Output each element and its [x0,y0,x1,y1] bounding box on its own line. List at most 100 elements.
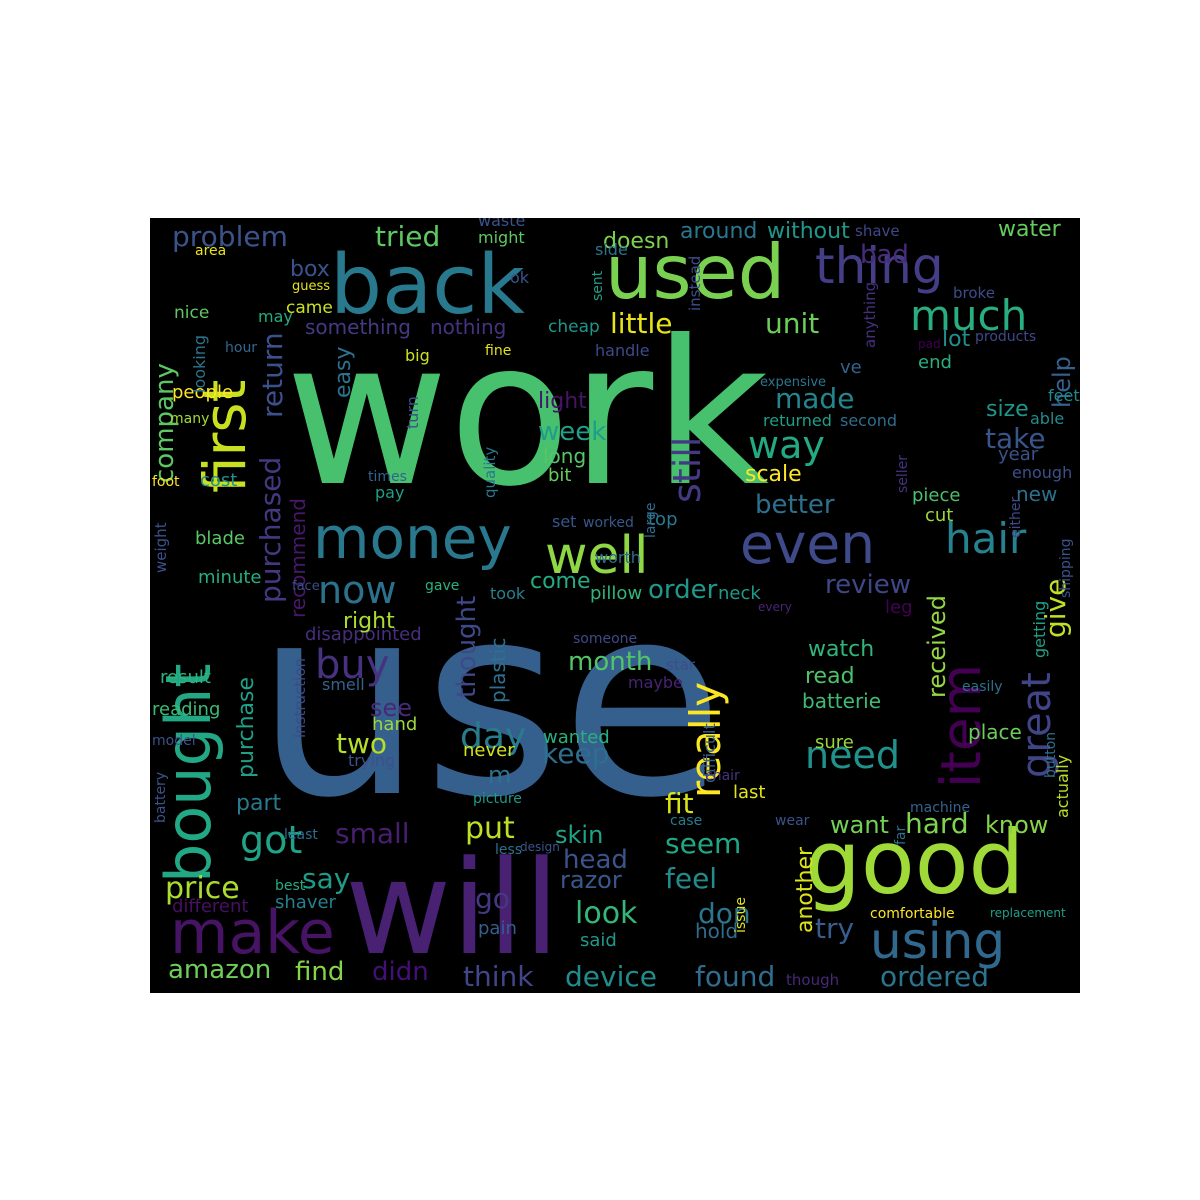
word-received: received [923,595,951,698]
word-really: really [681,682,730,798]
word-even: even [740,512,875,576]
word-cheap: cheap [548,317,600,337]
word-m: m [488,761,511,789]
word-using: using [870,912,1005,970]
word-trying: trying [348,751,395,770]
word-water: water [998,218,1062,242]
word-company: company [150,363,180,483]
word-problem: problem [172,220,288,253]
word-bought: bought [152,663,225,883]
word-cut: cut [925,505,953,526]
word-give: give [1039,579,1072,638]
word-put: put [465,811,515,846]
word-gave: gave [425,578,459,594]
word-every: every [758,600,792,614]
word-sent: sent [590,270,606,301]
word-device: device [565,960,657,993]
word-pad: pad [918,337,941,351]
word-quality: quality [481,447,499,498]
word-least: least [284,827,318,843]
word-purchased: purchased [254,457,287,603]
word-scale: scale [745,462,802,487]
word-easily: easily [962,679,1003,695]
word-easy: easy [331,347,356,399]
word-face: face [292,579,320,594]
word-skin: skin [555,821,603,849]
word-best: best [275,878,306,894]
word-work: work [285,298,769,531]
word-price: price [165,871,240,906]
word-will: will [345,832,560,984]
word-something: something [305,315,411,339]
word-good: good [805,811,1024,914]
word-looking: looking [190,335,209,393]
word-less: less [495,842,522,858]
word-bit: bit [548,465,571,486]
word-month: month [568,647,652,677]
word-seem: seem [665,827,741,860]
word-though: though [786,971,839,989]
word-found: found [695,960,775,993]
word-used: used [605,228,785,316]
word-leg: leg [885,597,913,618]
word-fine: fine [485,343,511,359]
word-review: review [825,570,911,600]
word-need: need [805,733,900,777]
word-hour: hour [225,340,257,356]
word-cost: cost [200,470,237,491]
word-place: place [968,720,1022,744]
word-item: item [929,664,993,788]
word-lot: lot [942,327,971,352]
word-actually: actually [1053,755,1072,818]
word-worked: worked [583,515,634,531]
word-hair: hair [945,514,1027,563]
word-right: right [343,609,395,634]
word-amazon: amazon [168,955,271,985]
word-replacement: replacement [990,906,1066,920]
word-pillow: pillow [590,583,642,604]
word-instead: instead [686,256,704,311]
word-instruction: instruction [291,658,309,738]
word-button: button [1043,732,1059,778]
word-ve: ve [840,357,862,378]
word-second: second [840,411,897,430]
word-weight: weight [152,522,170,573]
word-foot: foot [152,474,180,490]
word-expensive: expensive [760,375,826,390]
word-top: top [648,509,678,530]
word-never: never [463,740,515,761]
word-nice: nice [174,303,209,323]
word-sure: sure [815,732,854,753]
word-seller: seller [895,455,911,493]
word-large: large [643,503,659,538]
word-battery: battery [153,772,169,823]
word-day: day [460,716,526,757]
word-look: look [575,896,638,931]
word-came: came [286,298,333,318]
word-great: great [1014,672,1060,778]
word-neck: neck [718,583,761,604]
word-don: don [698,897,751,930]
word-first: first [191,380,259,493]
word-bad: bad [860,240,909,270]
word-turn: turn [403,396,422,429]
word-two: two [336,727,387,760]
word-end: end [918,352,952,373]
word-recommend: recommend [286,498,310,618]
word-someone: someone [573,631,637,647]
word-guess: guess [292,279,330,294]
word-products: products [975,329,1036,345]
word-broke: broke [953,284,995,302]
word-feel: feel [665,862,717,895]
word-keep: keep [542,737,609,770]
word-want: want [830,811,889,839]
word-getting: getting [1030,601,1049,658]
word-head: head [563,845,628,875]
word-times: times [368,469,407,485]
word-see: see [370,694,412,722]
word-made: made [775,382,854,415]
word-another: another [793,846,818,933]
word-tried: tried [375,220,440,253]
word-set: set [552,512,576,531]
